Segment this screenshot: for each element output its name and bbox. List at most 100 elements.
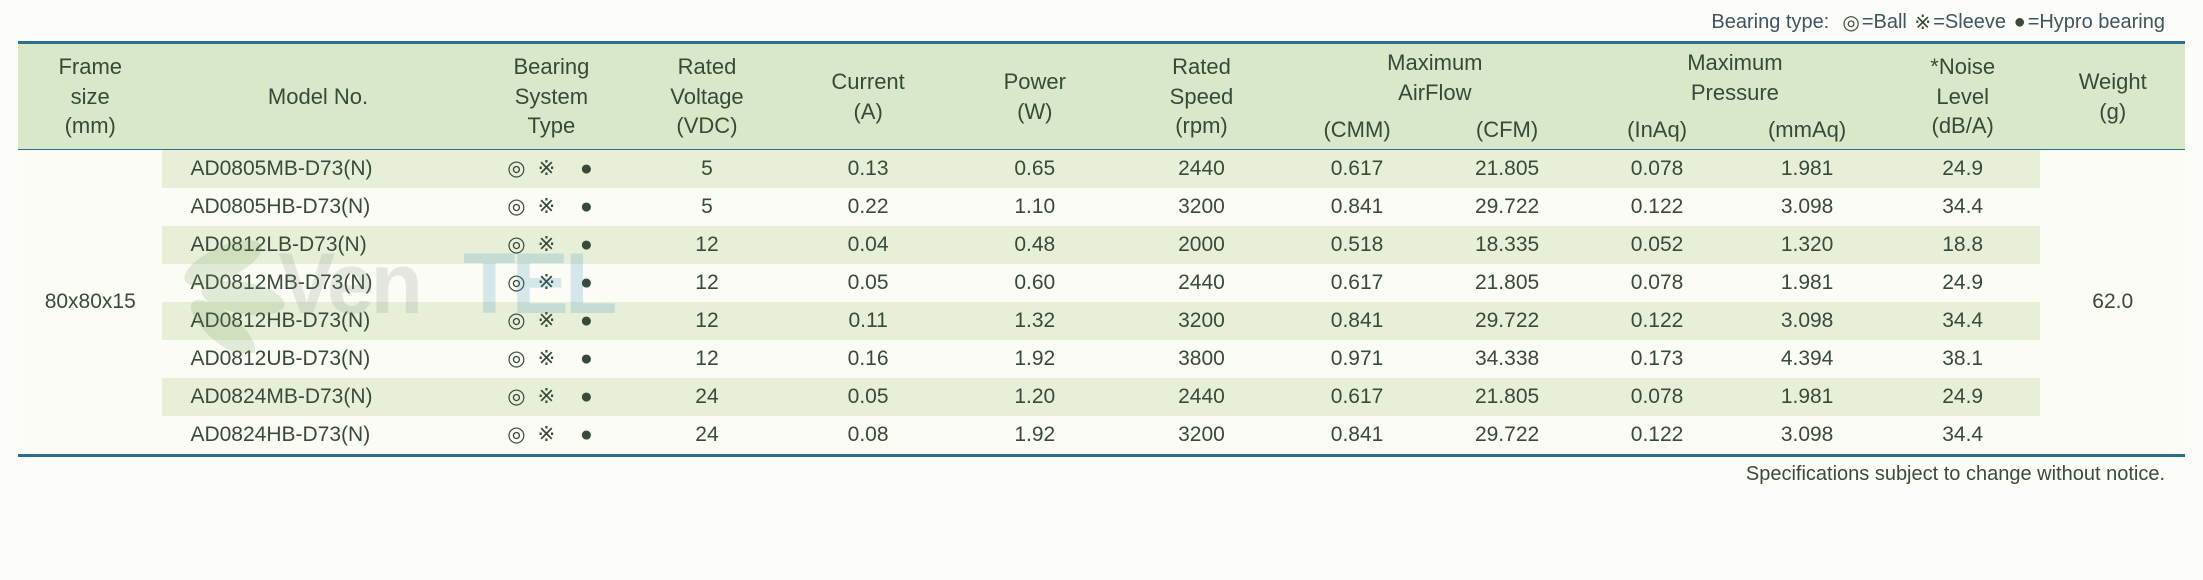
speed-cell: 3800 [1118,340,1285,378]
table-row: AD0824MB-D73(N)◎※●240.051.2024400.61721.… [18,378,2185,416]
noise-cell: 34.4 [1885,416,2041,454]
current-cell: 0.11 [785,302,952,340]
voltage-cell: 24 [629,378,785,416]
cmm-cell: 0.518 [1285,226,1429,264]
cfm-cell: 29.722 [1429,302,1585,340]
legend-sleeve-symbol: ※ [1914,10,1931,35]
cfm-cell: 21.805 [1429,378,1585,416]
current-cell: 0.08 [785,416,952,454]
mmaq-cell: 3.098 [1729,188,1885,226]
current-cell: 0.04 [785,226,952,264]
cmm-cell: 0.841 [1285,302,1429,340]
spec-table: Frame size (mm) Model No. Bearing System… [18,41,2185,454]
speed-cell: 2440 [1118,150,1285,188]
col-noise: *Noise Level (dB/A) [1885,43,2041,150]
power-cell: 0.48 [951,226,1118,264]
model-cell: AD0812LB-D73(N) [162,226,473,264]
col-voltage: Rated Voltage (VDC) [629,43,785,150]
cfm-cell: 18.335 [1429,226,1585,264]
inaq-cell: 0.052 [1585,226,1729,264]
noise-cell: 34.4 [1885,302,2041,340]
cmm-cell: 0.841 [1285,416,1429,454]
cfm-cell: 21.805 [1429,150,1585,188]
legend-ball-symbol: ◎ [1842,10,1859,35]
power-cell: 0.60 [951,264,1118,302]
power-cell: 1.92 [951,416,1118,454]
speed-cell: 2440 [1118,378,1285,416]
model-cell: AD0812MB-D73(N) [162,264,473,302]
noise-cell: 34.4 [1885,188,2041,226]
inaq-cell: 0.078 [1585,150,1729,188]
legend-sleeve-text: =Sleeve [1933,11,2006,33]
voltage-cell: 12 [629,340,785,378]
mmaq-cell: 4.394 [1729,340,1885,378]
power-cell: 1.10 [951,188,1118,226]
col-power: Power (W) [951,43,1118,150]
table-row: AD0824HB-D73(N)◎※●240.081.9232000.84129.… [18,416,2185,454]
col-cmm: (CMM) [1285,111,1429,149]
weight-cell: 62.0 [2040,150,2185,454]
bearing-cell: ◎※● [474,264,630,302]
mmaq-cell: 1.320 [1729,226,1885,264]
speed-cell: 2000 [1118,226,1285,264]
model-cell: AD0824MB-D73(N) [162,378,473,416]
bearing-legend: Bearing type: ◎=Ball ※=Sleeve ●=Hypro be… [18,8,2185,41]
current-cell: 0.05 [785,378,952,416]
mmaq-cell: 1.981 [1729,378,1885,416]
col-model: Model No. [162,43,473,150]
speed-cell: 3200 [1118,188,1285,226]
col-bearing: Bearing System Type [474,43,630,150]
noise-cell: 18.8 [1885,226,2041,264]
bearing-cell: ◎※● [474,226,630,264]
current-cell: 0.05 [785,264,952,302]
col-airflow-group: Maximum AirFlow [1285,43,1585,112]
col-current: Current (A) [785,43,952,150]
bearing-cell: ◎※● [474,340,630,378]
cmm-cell: 0.841 [1285,188,1429,226]
table-row: 80x80x15AD0805MB-D73(N)◎※●50.130.6524400… [18,150,2185,188]
noise-cell: 38.1 [1885,340,2041,378]
cmm-cell: 0.617 [1285,264,1429,302]
voltage-cell: 24 [629,416,785,454]
model-cell: AD0805HB-D73(N) [162,188,473,226]
voltage-cell: 5 [629,188,785,226]
cmm-cell: 0.617 [1285,378,1429,416]
current-cell: 0.22 [785,188,952,226]
legend-hypro-text: =Hypro bearing [2028,11,2165,33]
speed-cell: 3200 [1118,302,1285,340]
frame-size-cell: 80x80x15 [18,150,162,454]
voltage-cell: 12 [629,264,785,302]
col-speed: Rated Speed (rpm) [1118,43,1285,150]
table-body: 80x80x15AD0805MB-D73(N)◎※●50.130.6524400… [18,150,2185,454]
legend-hypro-symbol: ● [2014,11,2026,34]
mmaq-cell: 1.981 [1729,264,1885,302]
inaq-cell: 0.122 [1585,416,1729,454]
mmaq-cell: 3.098 [1729,302,1885,340]
legend-ball-text: =Ball [1862,11,1907,33]
current-cell: 0.16 [785,340,952,378]
model-cell: AD0824HB-D73(N) [162,416,473,454]
cmm-cell: 0.617 [1285,150,1429,188]
noise-cell: 24.9 [1885,264,2041,302]
legend-label: Bearing type: [1711,11,1829,33]
model-cell: AD0812HB-D73(N) [162,302,473,340]
inaq-cell: 0.173 [1585,340,1729,378]
voltage-cell: 12 [629,226,785,264]
cfm-cell: 34.338 [1429,340,1585,378]
cfm-cell: 29.722 [1429,416,1585,454]
footnote: Specifications subject to change without… [18,457,2185,486]
noise-cell: 24.9 [1885,378,2041,416]
cfm-cell: 21.805 [1429,264,1585,302]
col-weight: Weight (g) [2040,43,2185,150]
power-cell: 0.65 [951,150,1118,188]
speed-cell: 2440 [1118,264,1285,302]
col-cfm: (CFM) [1429,111,1585,149]
speed-cell: 3200 [1118,416,1285,454]
col-inaq: (InAq) [1585,111,1729,149]
bearing-cell: ◎※● [474,302,630,340]
mmaq-cell: 1.981 [1729,150,1885,188]
table-row: AD0812LB-D73(N)◎※●120.040.4820000.51818.… [18,226,2185,264]
model-cell: AD0812UB-D73(N) [162,340,473,378]
voltage-cell: 5 [629,150,785,188]
inaq-cell: 0.078 [1585,264,1729,302]
